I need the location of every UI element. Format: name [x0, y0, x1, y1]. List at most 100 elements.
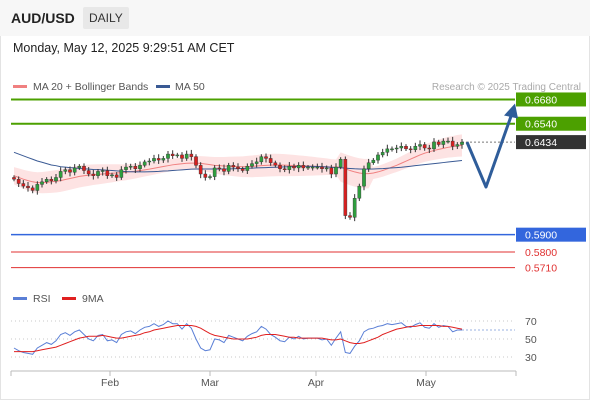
candle-body: [21, 183, 26, 187]
candle-body: [292, 165, 296, 169]
candle-body: [324, 167, 329, 170]
candle-body: [180, 154, 184, 159]
chart-header: AUD/USD DAILY: [0, 0, 590, 36]
candle-body: [259, 156, 264, 163]
candle-body: [49, 178, 54, 182]
candle-body: [432, 141, 436, 150]
candle-body: [352, 198, 357, 218]
candle-body: [170, 153, 175, 156]
current-price-box: [516, 135, 586, 150]
support-1-label-box: [516, 227, 586, 242]
candle-body: [63, 169, 68, 172]
candle-body: [338, 159, 343, 168]
candle-body: [161, 158, 166, 161]
rsi-level-label-30: 30: [525, 352, 537, 364]
candle-body: [282, 168, 287, 171]
resistance-2-label-box: [516, 92, 586, 107]
candle-body: [175, 154, 180, 157]
legend-ma20-label: MA 20 + Bollinger Bands: [33, 81, 148, 93]
candle-body: [343, 159, 348, 216]
rsi-level-label-50: 50: [525, 334, 537, 346]
candle-body: [91, 173, 96, 176]
candle-body: [366, 162, 371, 170]
rsi-ma9-line: [14, 325, 463, 353]
candle-body: [82, 165, 86, 171]
candle-body: [184, 153, 189, 159]
candle-body: [133, 165, 138, 169]
candle-body: [320, 166, 324, 169]
candle-body: [357, 185, 362, 199]
candle-body: [54, 177, 58, 182]
candles: [12, 136, 464, 222]
candle-body: [301, 165, 306, 169]
timestamp: Monday, May 12, 2025 9:29:51 AM CET: [13, 41, 235, 55]
candle-body: [217, 167, 222, 170]
candle-body: [105, 170, 110, 176]
legend-swatch-rsi: [13, 297, 27, 300]
candle-body: [455, 144, 460, 147]
candle-body: [110, 174, 114, 177]
candle-body: [16, 178, 21, 184]
credit-text: Research © 2025 Trading Central: [432, 82, 581, 93]
candle-body: [315, 166, 320, 169]
candle-body: [240, 168, 245, 171]
legend-swatch-ma20: [13, 85, 27, 88]
candle-body: [390, 148, 394, 151]
candle-body: [119, 169, 124, 178]
candle-body: [441, 140, 446, 145]
candle-body: [385, 148, 390, 153]
candle-body: [418, 144, 422, 147]
candle-body: [413, 146, 418, 150]
x-tick-label-may: May: [416, 377, 437, 389]
candle-body: [329, 167, 334, 175]
candle-body: [189, 153, 194, 157]
candle-body: [380, 152, 385, 156]
legend-9ma-label: 9MA: [82, 293, 104, 305]
legend-swatch-ma50: [156, 85, 170, 88]
projection-arrow: [465, 112, 514, 189]
candle-body: [128, 165, 133, 168]
support-2-label: 0.5800: [525, 247, 557, 259]
candle-body: [376, 154, 380, 161]
candle-body: [446, 140, 450, 143]
candle-body: [334, 166, 338, 175]
legend-ma50-label: MA 50: [175, 81, 205, 93]
candle-body: [30, 187, 35, 191]
candle-body: [142, 161, 147, 166]
candle-body: [156, 158, 161, 161]
projection-arrow-head: [504, 103, 518, 119]
candle-body: [40, 181, 44, 185]
candle-body: [68, 169, 72, 173]
candle-body: [273, 162, 278, 166]
candle-body: [198, 165, 203, 175]
candle-body: [254, 161, 259, 164]
candle-body: [236, 166, 240, 169]
candle-body: [114, 174, 119, 178]
rsi-level-label-70: 70: [525, 316, 537, 328]
candle-body: [58, 171, 63, 178]
candle-body: [404, 146, 408, 150]
candle-body: [152, 158, 156, 162]
x-tick-label-feb: Feb: [101, 377, 119, 389]
candle-body: [231, 165, 236, 168]
candle-body: [278, 165, 282, 169]
candle-body: [371, 159, 376, 163]
candle-body: [268, 158, 273, 163]
legend-rsi-label: RSI: [33, 293, 51, 305]
support-3-label: 0.5710: [525, 263, 557, 275]
x-tick-label-apr: Apr: [308, 377, 325, 389]
candle-body: [399, 146, 404, 149]
candle-body: [287, 165, 292, 170]
candle-body: [35, 184, 40, 191]
candle-body: [264, 156, 268, 159]
candle-body: [394, 147, 399, 150]
legend-swatch-9ma: [62, 297, 76, 300]
candle-body: [250, 163, 254, 167]
candle-body: [226, 165, 231, 172]
candle-body: [194, 156, 198, 166]
x-tick-label-mar: Mar: [201, 377, 220, 389]
support-1-label: 0.5900: [525, 230, 557, 242]
candle-body: [203, 173, 208, 178]
timeframe-badge[interactable]: DAILY: [83, 7, 129, 29]
